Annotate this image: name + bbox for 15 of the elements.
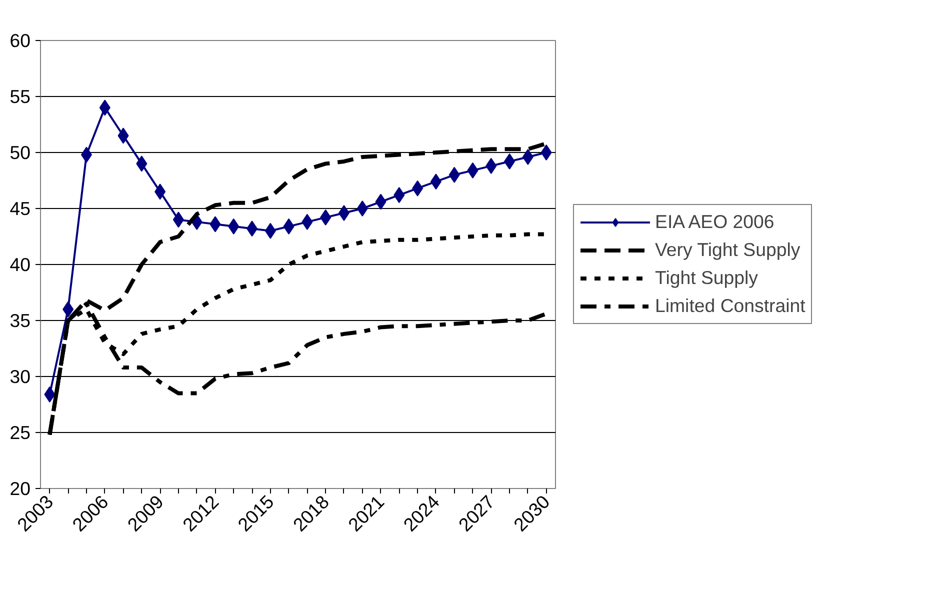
y-tick-label: 55 <box>10 86 31 107</box>
y-tick-label: 30 <box>10 366 31 387</box>
y-tick-label: 40 <box>10 254 31 275</box>
legend-label: Limited Constraint <box>655 295 806 317</box>
point <box>540 144 552 160</box>
y-tick-label: 25 <box>10 422 31 443</box>
legend-label: Tight Supply <box>655 267 758 289</box>
point <box>356 200 368 216</box>
y-tick-label: 35 <box>10 310 31 331</box>
y-tick-label: 50 <box>10 142 31 163</box>
y-tick-label: 45 <box>10 198 31 219</box>
y-tick-label: 60 <box>10 30 31 51</box>
legend-label: EIA AEO 2006 <box>655 211 774 233</box>
legend-label: Very Tight Supply <box>655 239 800 261</box>
y-tick-label: 20 <box>10 478 31 499</box>
